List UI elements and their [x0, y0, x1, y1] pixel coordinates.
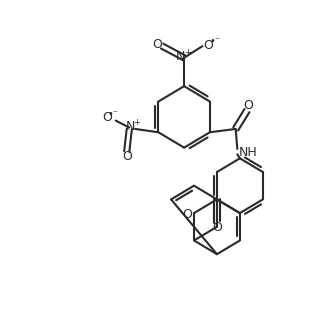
Text: +: + [184, 48, 192, 57]
Text: •⁻: •⁻ [108, 109, 119, 119]
Text: O: O [122, 151, 132, 163]
Text: •⁻: •⁻ [209, 36, 220, 46]
Text: NH: NH [238, 147, 257, 159]
Text: O: O [203, 39, 213, 51]
Text: O: O [182, 208, 192, 221]
Text: O: O [244, 99, 254, 112]
Text: O: O [212, 221, 222, 233]
Text: N: N [175, 50, 185, 62]
Text: N: N [125, 120, 135, 133]
Text: O: O [153, 38, 162, 51]
Text: +: + [133, 118, 140, 127]
Text: O: O [102, 111, 112, 124]
